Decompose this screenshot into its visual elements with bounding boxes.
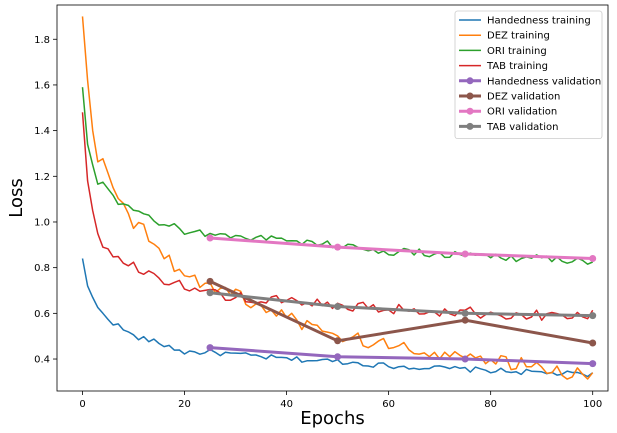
tab-validation-point xyxy=(589,312,597,320)
ori-validation-point xyxy=(206,234,214,242)
tab-validation-legend-label: TAB validation xyxy=(486,122,558,133)
handedness-validation-legend-marker xyxy=(466,77,474,85)
y-tick-label: 1.4 xyxy=(34,126,50,137)
x-tick-label: 0 xyxy=(79,399,85,410)
ori-validation-point xyxy=(461,250,469,258)
y-tick-label: 1.6 xyxy=(34,80,50,91)
y-tick-label: 1.8 xyxy=(34,35,50,46)
handedness-training-legend-label: Handedness training xyxy=(487,16,591,27)
y-tick-label: 0.6 xyxy=(34,309,50,320)
tab-validation-legend-marker xyxy=(466,122,474,130)
ori-validation-point xyxy=(334,243,342,251)
handedness-validation-line xyxy=(209,346,593,366)
x-axis-ticks: 0 20 40 60 80 100 xyxy=(79,391,602,410)
tab-validation-point xyxy=(461,309,469,317)
legend-box xyxy=(454,10,603,139)
y-axis-ticks: 0.4 0.6 0.8 1.0 1.2 1.4 1.6 1.8 xyxy=(34,35,57,366)
x-axis-label: Epochs xyxy=(300,408,365,429)
tab-validation-point xyxy=(206,289,214,297)
y-tick-label: 1.2 xyxy=(34,172,50,183)
ori-training-legend-label: ORI training xyxy=(487,46,547,57)
handedness-validation-point xyxy=(589,360,597,368)
legend: Handedness training DEZ training ORI train… xyxy=(454,10,603,139)
x-tick-label: 80 xyxy=(484,399,497,410)
x-tick-label: 40 xyxy=(280,399,293,410)
dez-training-legend-label: DEZ training xyxy=(487,31,550,42)
tab-training-legend-label: TAB training xyxy=(486,61,548,72)
y-axis-label: Loss xyxy=(6,178,27,217)
dez-validation-point xyxy=(206,277,214,285)
dez-validation-point xyxy=(334,337,342,345)
plot-frame xyxy=(56,4,609,392)
dez-validation-point xyxy=(461,316,469,324)
dez-validation-legend-marker xyxy=(466,92,474,100)
tab-validation-point xyxy=(334,302,342,310)
y-tick-label: 1.0 xyxy=(34,217,50,228)
ori-validation-legend-marker xyxy=(466,107,474,115)
handedness-validation-point xyxy=(334,353,342,361)
ori-validation-legend-label: ORI validation xyxy=(487,107,557,118)
dez-validation-point xyxy=(589,339,597,347)
handedness-validation-point xyxy=(206,344,214,352)
x-tick-label: 60 xyxy=(382,399,395,410)
y-tick-label: 0.4 xyxy=(34,355,50,366)
dez-validation-legend-label: DEZ validation xyxy=(487,92,560,103)
tab-validation-line xyxy=(209,291,593,318)
handedness-validation-legend-label: Handedness validation xyxy=(487,76,601,87)
handedness-validation-point xyxy=(461,355,469,363)
series-layer xyxy=(81,16,597,380)
ori-validation-line xyxy=(209,236,593,260)
dez-validation-line xyxy=(209,280,593,345)
x-tick-label: 20 xyxy=(178,399,191,410)
ori-validation-point xyxy=(589,255,597,263)
y-tick-label: 0.8 xyxy=(34,263,50,274)
x-tick-label: 100 xyxy=(583,399,602,410)
